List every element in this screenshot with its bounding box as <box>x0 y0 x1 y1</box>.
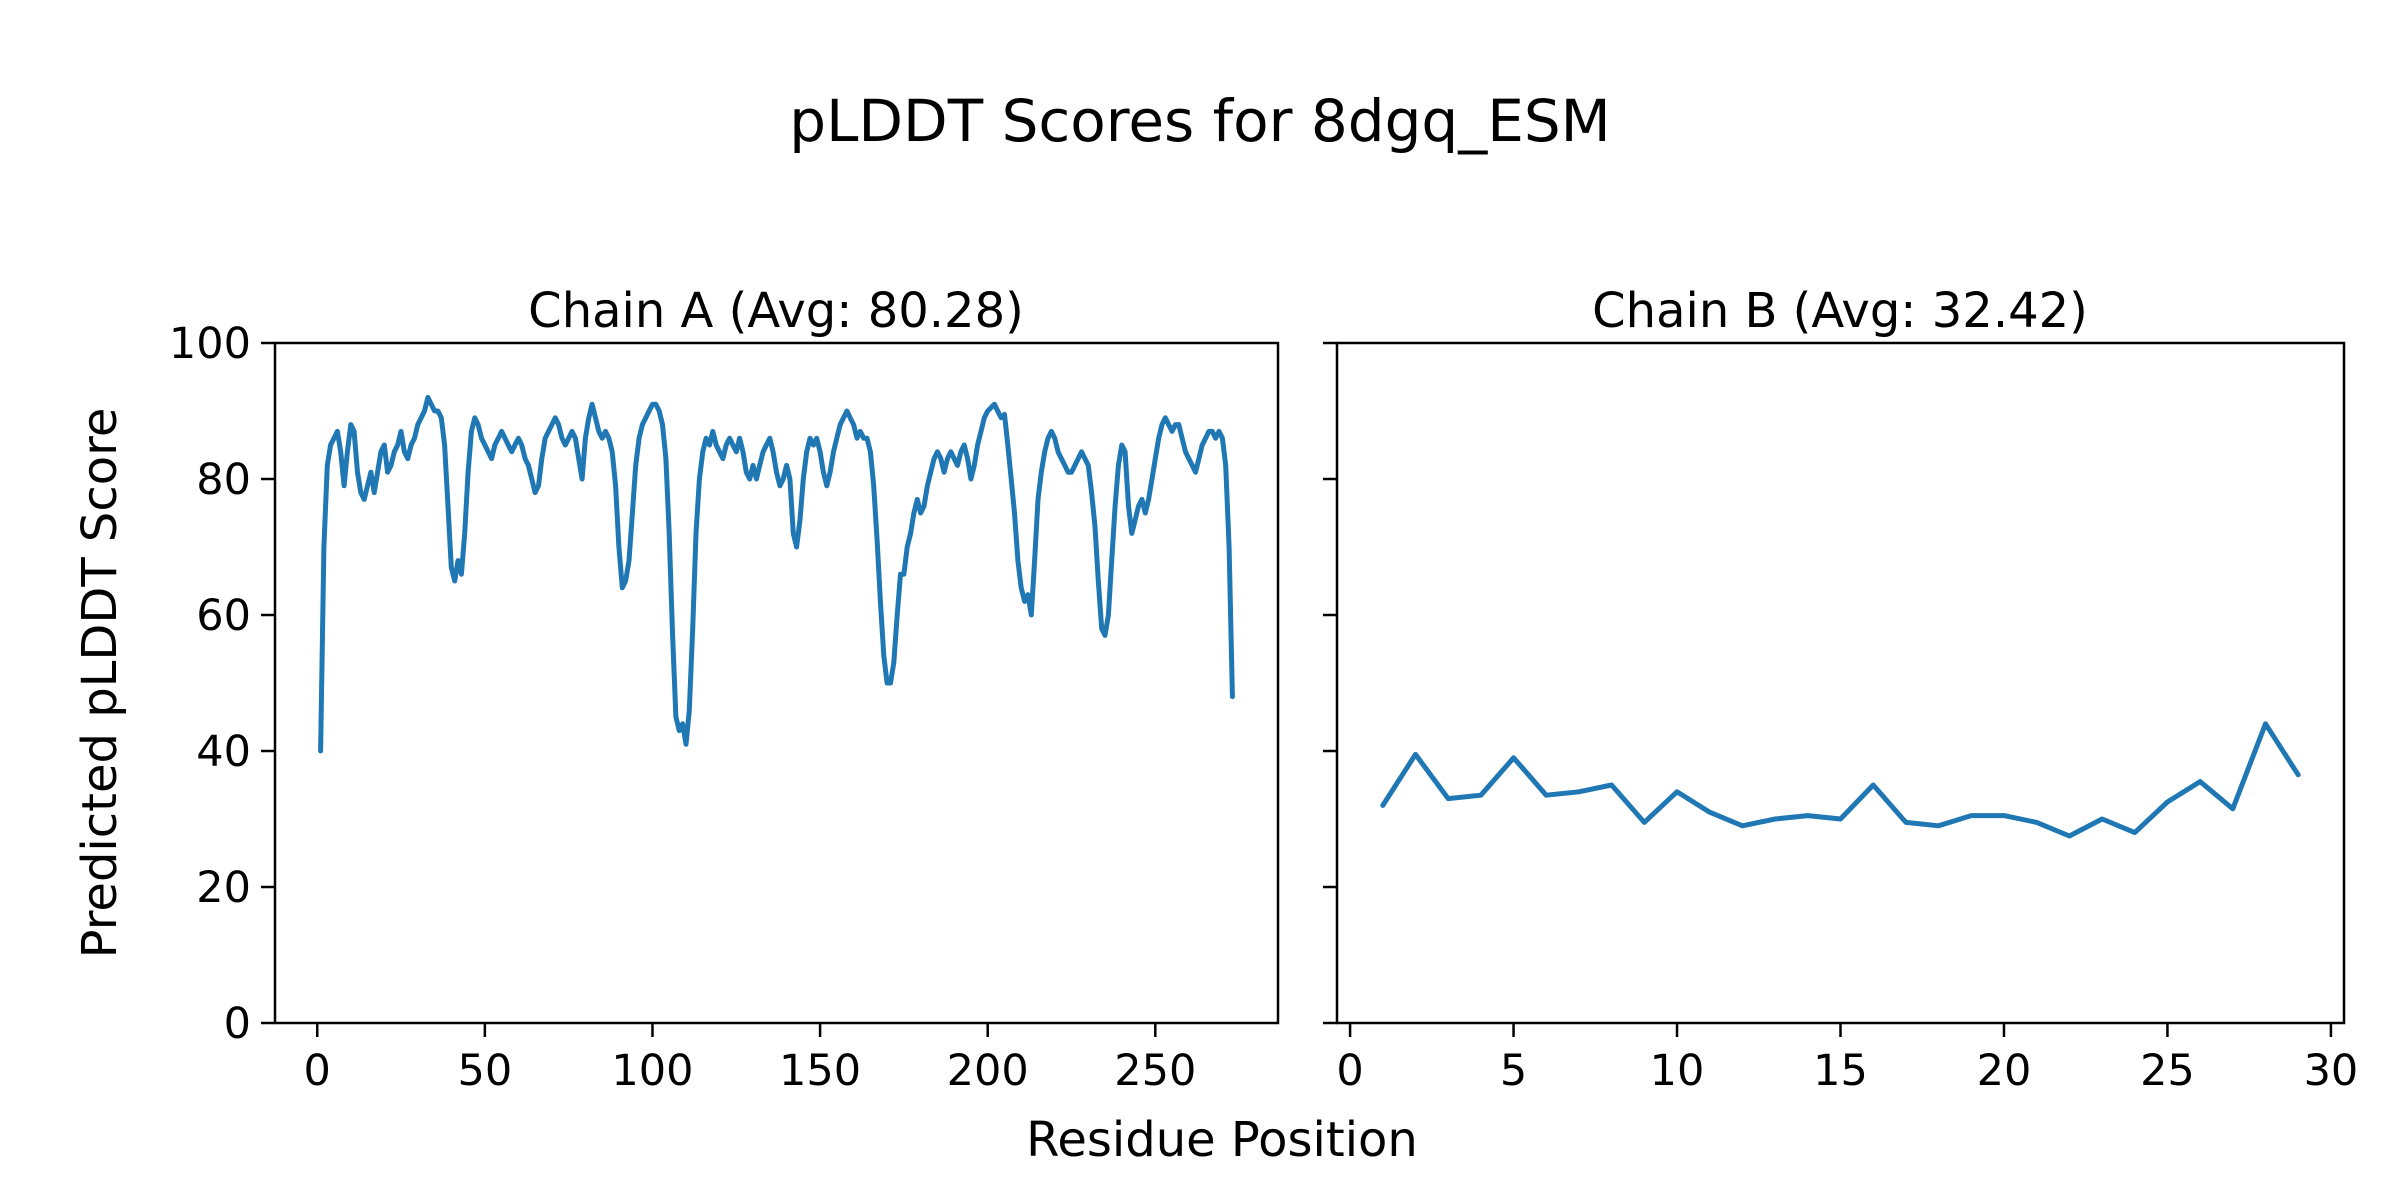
x-tick-label: 30 <box>2304 1046 2359 1096</box>
axes-frame <box>1335 341 2346 1025</box>
y-tick-label: 0 <box>224 999 251 1049</box>
x-tick-label: 200 <box>947 1046 1029 1096</box>
x-tick-label: 0 <box>304 1046 331 1096</box>
x-tick-label: 5 <box>1500 1046 1527 1096</box>
y-tick-label: 40 <box>196 727 251 777</box>
x-tick-label: 20 <box>1977 1046 2032 1096</box>
x-tick-label: 10 <box>1650 1046 1705 1096</box>
axes-frame <box>273 341 1280 1025</box>
x-tick-label: 250 <box>1114 1046 1196 1096</box>
plddt-line-chain-b <box>1380 721 2301 839</box>
x-tick-label: 100 <box>611 1046 693 1096</box>
x-tick-label: 15 <box>1813 1046 1868 1096</box>
y-tick-label: 20 <box>196 863 251 913</box>
y-tick-label: 80 <box>196 455 251 505</box>
y-tick-label: 100 <box>169 319 251 369</box>
x-tick-label: 150 <box>779 1046 861 1096</box>
subplot-chain-a: 0 50 100 150 200 250 0 20 40 60 80 100 <box>169 319 1280 1096</box>
figure-title: pLDDT Scores for 8dgq_ESM <box>789 87 1611 155</box>
x-axis-label: Residue Position <box>1026 1112 1418 1168</box>
chain-b-subplot-title: Chain B (Avg: 32.42) <box>1592 283 2088 339</box>
x-tick-label: 0 <box>1336 1046 1363 1096</box>
x-tick-label: 25 <box>2140 1046 2195 1096</box>
y-tick-label: 60 <box>196 591 251 641</box>
chain-a-subplot-title: Chain A (Avg: 80.28) <box>528 283 1024 339</box>
subplot-chain-b: 0 5 10 15 20 25 30 <box>1323 341 2359 1096</box>
x-tick-label: 50 <box>457 1046 512 1096</box>
plddt-line-chain-a <box>318 394 1235 754</box>
